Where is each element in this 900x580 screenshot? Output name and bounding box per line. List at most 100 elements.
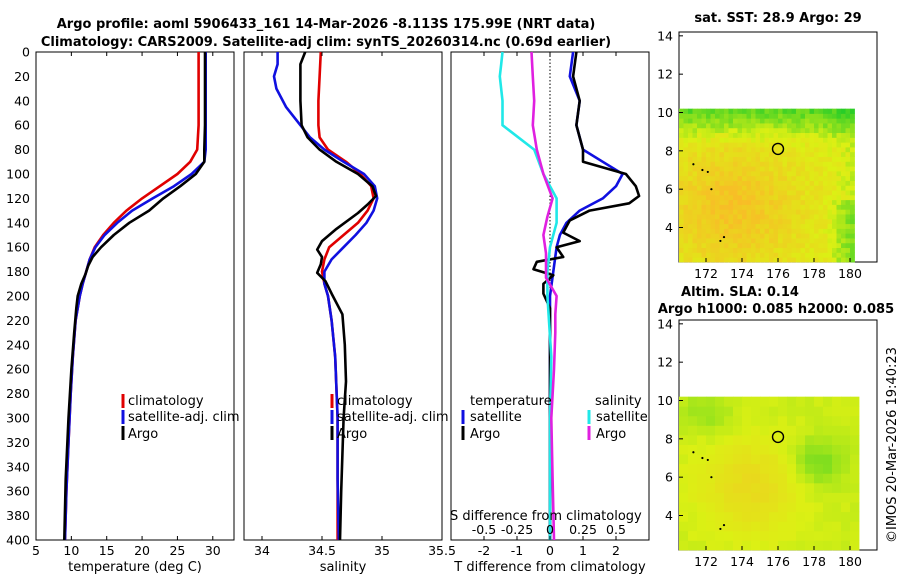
map-cell <box>845 185 851 191</box>
map-cell <box>823 175 828 181</box>
map-cell <box>755 108 761 114</box>
map-cell <box>769 242 774 249</box>
map-cell <box>800 108 806 114</box>
map-cell <box>733 502 743 513</box>
lon-tick-label: 180 <box>838 266 862 281</box>
map-cell <box>706 425 716 436</box>
map-cell <box>733 435 743 445</box>
map-cell <box>769 415 779 426</box>
map-cell <box>827 118 833 124</box>
map-cell <box>796 473 806 484</box>
map-cell <box>841 396 851 407</box>
map-cell <box>706 238 711 244</box>
map-cell <box>706 161 711 167</box>
map-cell <box>742 214 747 220</box>
map-cell <box>751 218 756 225</box>
map-cell <box>805 204 810 210</box>
map-cell <box>710 142 716 148</box>
map-cell <box>710 127 716 134</box>
map-cell <box>769 199 774 205</box>
lon-tick-label: 178 <box>802 554 826 569</box>
map-cell <box>796 108 801 114</box>
map-cell <box>764 142 770 148</box>
map-cell <box>688 113 693 119</box>
map-cell <box>737 247 743 253</box>
map-cell <box>818 156 824 162</box>
map-cell <box>692 161 698 167</box>
map-cell <box>814 502 824 513</box>
map-cell <box>778 530 788 541</box>
map-cell <box>715 454 725 465</box>
legend-heading-temperature: temperature <box>470 394 552 409</box>
map-cell <box>841 190 846 196</box>
map-cell <box>697 156 702 162</box>
map-cell <box>791 238 797 244</box>
map-cell <box>719 252 725 258</box>
map-cell <box>737 175 743 181</box>
map-cell <box>697 406 707 417</box>
map-cell <box>832 166 837 172</box>
map-cell <box>692 223 698 229</box>
map-cell <box>832 521 842 532</box>
map-cell <box>742 406 752 417</box>
map-cell <box>782 108 788 114</box>
map-cell <box>706 170 711 177</box>
map-cell <box>710 118 716 124</box>
map-cell <box>814 435 824 445</box>
s-tick-label: 0 <box>546 522 554 537</box>
map-cell <box>827 123 833 129</box>
map-cell <box>715 166 720 172</box>
map-cell <box>809 147 815 153</box>
map-cell <box>845 242 851 249</box>
map-cell <box>688 435 698 445</box>
map-cell <box>769 204 774 210</box>
map-cell <box>832 242 837 249</box>
map-cell <box>845 113 851 119</box>
map-cell <box>706 199 711 205</box>
map-cell <box>778 170 783 177</box>
map-cell <box>769 252 774 258</box>
map-cell <box>719 209 725 215</box>
map-cell <box>715 521 725 532</box>
map-cell <box>814 132 819 138</box>
map-cell <box>692 142 698 148</box>
map-cell <box>764 113 770 119</box>
map-cell <box>751 209 756 215</box>
map-cell <box>706 113 711 119</box>
map-cell <box>692 147 698 153</box>
map-cell <box>769 247 774 253</box>
map-cell <box>787 406 797 417</box>
map-cell <box>679 209 684 215</box>
map-cell <box>733 521 743 532</box>
map-cell <box>778 214 783 220</box>
map-cell <box>688 247 693 253</box>
map-cell <box>679 406 689 417</box>
map-cell <box>728 223 734 229</box>
map-cell <box>800 233 806 239</box>
map-cell <box>760 406 770 417</box>
map-cell <box>701 247 707 253</box>
map-cell <box>787 127 792 134</box>
map-cell <box>719 242 725 249</box>
map-cell <box>688 511 698 522</box>
map-cell <box>823 396 833 407</box>
figure-title-line1: Argo profile: aoml 5906433_161 14-Mar-20… <box>57 17 596 32</box>
map-cell <box>818 242 824 249</box>
map-cell <box>764 123 770 129</box>
x-tick-label: 15 <box>99 543 115 558</box>
map-cell <box>706 444 716 455</box>
map-cell <box>782 242 788 249</box>
map-cell <box>850 540 860 551</box>
map-cell <box>760 166 765 172</box>
map-cell <box>836 199 842 205</box>
map-cell <box>845 257 851 263</box>
map-cell <box>836 233 842 239</box>
depth-tick-label: 400 <box>6 533 30 548</box>
map-cell <box>832 454 842 465</box>
map-cell <box>746 252 752 258</box>
map-cell <box>737 209 743 215</box>
map-cell <box>688 540 698 551</box>
map-cell <box>724 218 729 225</box>
map-cell <box>710 238 716 244</box>
map-cell <box>800 151 806 157</box>
